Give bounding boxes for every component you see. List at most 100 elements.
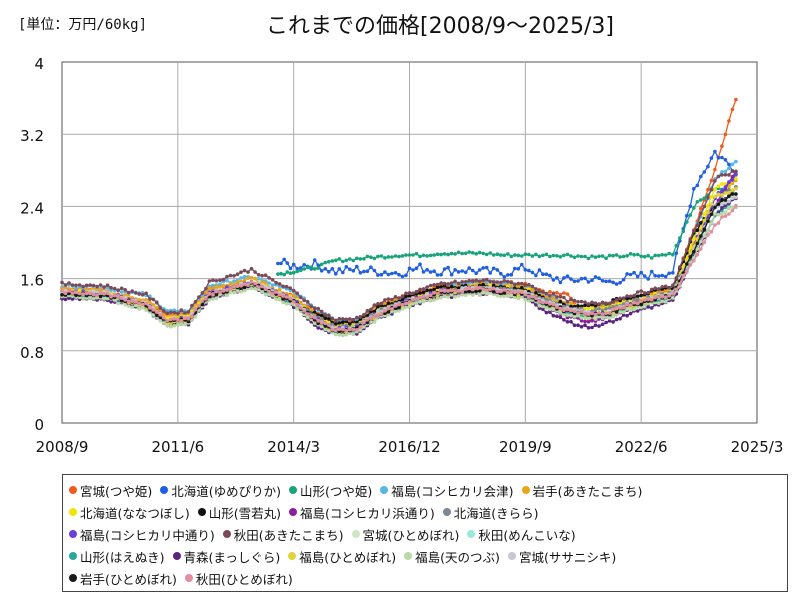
data-point — [467, 278, 472, 283]
data-point — [734, 172, 738, 176]
data-point — [611, 300, 615, 304]
data-point — [565, 313, 570, 317]
data-point — [105, 296, 110, 301]
data-point — [727, 212, 731, 216]
data-point — [397, 296, 401, 300]
data-point — [126, 304, 131, 308]
data-point — [404, 301, 408, 306]
data-point — [548, 310, 552, 314]
data-point — [509, 290, 514, 294]
data-point — [98, 287, 103, 292]
data-point — [282, 272, 287, 277]
data-point — [663, 300, 668, 304]
data-point — [288, 301, 293, 306]
data-point — [460, 269, 465, 273]
data-point — [583, 276, 587, 281]
data-point — [495, 280, 500, 284]
data-point — [727, 173, 731, 177]
data-point — [365, 320, 370, 325]
data-point — [572, 314, 577, 319]
data-point — [544, 310, 549, 315]
data-point — [295, 291, 300, 296]
data-point — [319, 321, 324, 325]
data-point — [207, 292, 212, 296]
data-point — [282, 257, 287, 262]
data-point — [583, 254, 587, 259]
data-point — [337, 327, 342, 332]
data-point — [488, 287, 493, 292]
data-point — [67, 296, 71, 300]
data-point — [562, 318, 566, 322]
data-point — [551, 307, 556, 312]
data-point — [579, 299, 584, 304]
data-point — [551, 292, 556, 296]
data-point — [84, 296, 89, 300]
data-point — [330, 328, 335, 332]
data-point — [337, 333, 342, 337]
data-point — [442, 267, 447, 271]
data-point — [425, 292, 429, 296]
data-point — [562, 276, 566, 280]
data-point — [621, 277, 626, 282]
data-point — [463, 270, 468, 275]
data-point — [225, 285, 229, 289]
data-point — [193, 315, 198, 319]
data-point — [235, 272, 240, 277]
data-point — [421, 290, 426, 295]
legend-marker — [289, 486, 298, 494]
data-point — [383, 256, 387, 260]
data-point — [527, 294, 531, 299]
data-point — [291, 300, 296, 304]
data-point — [460, 286, 465, 290]
data-point — [491, 286, 496, 291]
data-point — [656, 295, 661, 300]
data-point — [267, 292, 271, 297]
data-point — [649, 306, 654, 310]
data-point — [688, 255, 693, 259]
data-point — [597, 254, 601, 259]
data-point — [590, 305, 594, 310]
data-point — [656, 301, 661, 306]
data-point — [593, 275, 598, 279]
data-point — [723, 185, 728, 189]
data-point — [484, 252, 489, 257]
data-point — [393, 298, 398, 302]
data-point — [407, 266, 412, 271]
data-point — [730, 107, 735, 112]
data-point — [225, 293, 229, 298]
data-point — [421, 287, 426, 291]
data-point — [713, 179, 717, 183]
data-point — [586, 280, 591, 284]
data-point — [488, 279, 493, 284]
data-point — [593, 301, 598, 306]
y-axis: 0 0.8 1.6 2.4 3.2 4 — [20, 55, 44, 434]
data-point — [495, 293, 500, 298]
legend-item: 宮城(ササニシキ) — [507, 547, 616, 566]
data-point — [312, 310, 317, 314]
data-point — [302, 298, 307, 303]
data-point — [379, 311, 384, 316]
data-point — [692, 259, 696, 263]
data-point — [393, 254, 398, 258]
data-point — [211, 283, 215, 288]
data-point — [190, 314, 194, 319]
series-1 — [276, 149, 738, 286]
data-point — [228, 273, 233, 278]
data-point — [284, 295, 289, 299]
data-point — [474, 252, 479, 256]
data-point — [362, 313, 366, 317]
data-point — [442, 252, 447, 256]
data-point — [513, 295, 517, 300]
data-point — [267, 276, 271, 280]
data-point — [477, 268, 482, 272]
data-point — [267, 289, 271, 294]
data-point — [305, 308, 310, 312]
data-point — [681, 229, 686, 233]
data-point — [428, 283, 433, 288]
data-point — [562, 253, 566, 258]
data-point — [298, 295, 303, 300]
data-point — [534, 303, 538, 307]
data-point — [702, 170, 707, 174]
data-point — [713, 187, 717, 192]
data-point — [404, 294, 408, 299]
